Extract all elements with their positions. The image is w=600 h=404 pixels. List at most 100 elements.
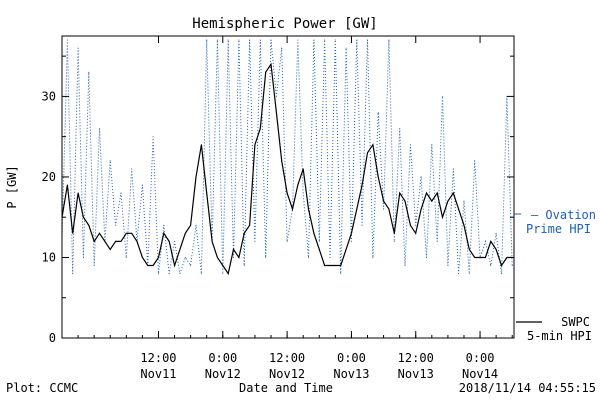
swpc-data-point [420, 208, 422, 210]
ovation-prime-data-point [442, 95, 443, 97]
ovation-prime-data-point [313, 39, 315, 41]
ovation-prime-data-point [174, 240, 176, 242]
ovation-prime-data-point [243, 265, 245, 266]
ovation-prime-data-point [420, 176, 422, 178]
ovation-prime-data-point [367, 39, 368, 41]
ovation-prime-data-point [308, 257, 309, 258]
ovation-prime-data-point [409, 144, 411, 146]
ovation-prime-series-line [62, 39, 513, 274]
ovation-prime-data-point [377, 112, 379, 113]
ovation-prime-data-point [404, 265, 406, 266]
swpc-data-point [393, 232, 395, 234]
ovation-prime-data-point [490, 265, 492, 266]
ovation-prime-data-point [356, 39, 358, 41]
swpc-data-point [399, 192, 401, 194]
ovation-prime-data-point [286, 240, 288, 242]
swpc-data-point [179, 248, 181, 250]
ovation-prime-data-point [318, 240, 320, 242]
ovation-prime-data-point [350, 240, 352, 242]
swpc-data-point [313, 232, 315, 234]
plot-credit: Plot: CCMC [6, 381, 78, 395]
x-tick-time-label: 0:00 [208, 351, 237, 365]
y-tick-label: 20 [42, 170, 56, 184]
swpc-data-point [350, 232, 352, 234]
swpc-data-point [431, 200, 433, 202]
swpc-data-point [308, 208, 309, 210]
x-tick-time-label: 0:00 [337, 351, 366, 365]
swpc-data-point [345, 248, 347, 250]
ovation-prime-data-point [190, 265, 192, 266]
ovation-prime-data-point [82, 257, 84, 258]
ovation-prime-data-point [238, 39, 240, 41]
ovation-prime-data-point [334, 39, 336, 41]
ovation-prime-data-point [184, 257, 186, 258]
swpc-data-point [297, 184, 299, 186]
swpc-data-point [163, 232, 165, 234]
swpc-data-point [409, 224, 411, 226]
ovation-prime-data-point [163, 224, 165, 226]
x-tick-time-label: 12:00 [269, 351, 305, 365]
ovation-prime-data-point [495, 232, 497, 234]
ovation-prime-data-point [383, 208, 385, 210]
ovation-prime-data-point [415, 224, 417, 226]
swpc-data-point [216, 257, 218, 258]
swpc-data-point [184, 232, 186, 234]
ovation-prime-data-point [206, 39, 208, 41]
chart-title: Hemispheric Power [GW] [192, 16, 377, 32]
swpc-data-point [361, 184, 363, 186]
swpc-data-point [120, 240, 122, 242]
ovation-prime-data-point [109, 160, 111, 162]
ovation-prime-data-point [179, 273, 181, 275]
x-tick-date-label: Nov12 [205, 367, 241, 381]
swpc-data-point [340, 265, 342, 266]
swpc-data-point [415, 232, 417, 234]
ovation-prime-data-point [452, 168, 454, 170]
swpc-data-point [468, 248, 470, 250]
swpc-data-point [372, 144, 374, 146]
swpc-data-point [265, 71, 267, 73]
ovation-prime-data-point [115, 224, 117, 226]
swpc-data-point [367, 152, 368, 154]
swpc-data-point [174, 265, 176, 266]
ovation-prime-data-point [372, 257, 374, 258]
ovation-prime-data-point [463, 200, 465, 202]
swpc-data-point [200, 144, 202, 146]
y-tick-label: 10 [42, 250, 56, 264]
swpc-data-point [233, 248, 234, 250]
ovation-prime-data-point [249, 39, 251, 41]
swpc-data-point [426, 192, 427, 194]
swpc-data-point [388, 208, 390, 210]
legend-ovation-line1: — Ovation [531, 208, 596, 222]
ovation-prime-data-point [474, 160, 476, 162]
ovation-prime-data-point [484, 240, 486, 242]
ovation-prime-data-point [468, 273, 470, 275]
swpc-data-point [474, 257, 476, 258]
ovation-prime-data-point [233, 257, 234, 258]
swpc-data-point [484, 257, 486, 258]
ovation-prime-data-point [345, 47, 347, 49]
swpc-data-point [463, 224, 465, 226]
legend-swpc-line2: 5-min HPI [527, 329, 592, 343]
swpc-data-point [66, 184, 68, 186]
ovation-prime-data-point [216, 39, 218, 41]
swpc-data-point [404, 200, 406, 202]
ovation-prime-data-point [125, 257, 127, 258]
swpc-data-point [238, 257, 240, 258]
ovation-prime-data-point [329, 257, 331, 258]
ovation-prime-data-point [426, 257, 427, 258]
ovation-prime-data-point [259, 39, 261, 41]
x-tick-date-label: Nov11 [140, 367, 176, 381]
swpc-data-point [190, 224, 192, 226]
swpc-data-point [324, 265, 326, 266]
swpc-data-point [147, 265, 149, 266]
x-tick-time-label: 12:00 [398, 351, 434, 365]
ovation-prime-data-point [66, 39, 68, 41]
swpc-data-point [356, 208, 358, 210]
ovation-prime-data-point [436, 240, 438, 242]
ovation-prime-data-point [222, 273, 224, 275]
swpc-data-point [131, 232, 133, 234]
swpc-data-point [501, 265, 502, 266]
ovation-prime-data-point [447, 265, 449, 266]
ovation-prime-data-point [399, 128, 401, 130]
legend-ovation-line2: Prime HPI [526, 222, 591, 236]
